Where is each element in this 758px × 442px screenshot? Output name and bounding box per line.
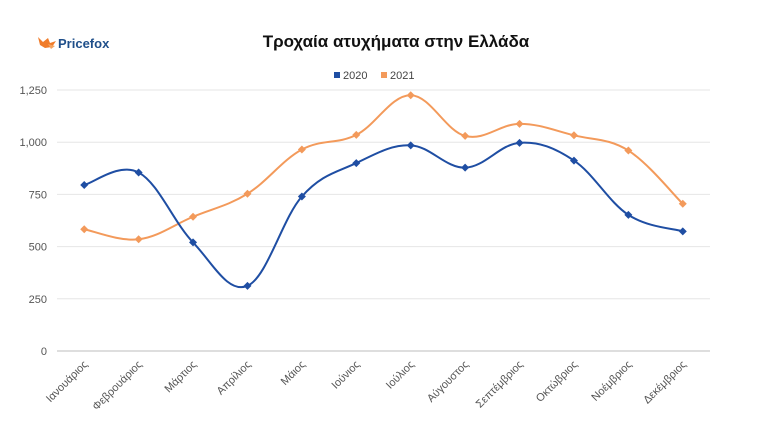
fox-icon <box>38 37 56 49</box>
y-axis: 0 250 500 750 1,000 1,250 <box>19 85 47 358</box>
data-point-2021 <box>243 189 252 198</box>
data-point-2021 <box>189 212 198 221</box>
series-2020 <box>80 138 687 290</box>
pricefox-logo: Pricefox <box>38 36 110 51</box>
data-point-2021 <box>461 131 470 140</box>
y-tick-label: 0 <box>41 346 47 358</box>
data-point-2021 <box>406 91 415 100</box>
data-point-2020 <box>243 281 252 290</box>
data-point-2021 <box>569 131 578 140</box>
x-tick-label: Μάιος <box>279 359 308 388</box>
x-tick-label: Οκτώβριος <box>534 359 580 405</box>
x-tick-label: Νοέμβριος <box>589 359 634 404</box>
legend-item-2021: 2021 <box>381 70 414 82</box>
x-tick-label: Μάρτιος <box>163 359 200 396</box>
x-tick-label: Αύγουστος <box>425 359 471 405</box>
x-tick-label: Δεκέμβριος <box>641 359 689 407</box>
data-point-2021 <box>624 146 633 155</box>
y-tick-label: 250 <box>29 294 47 306</box>
data-point-2021 <box>80 225 89 234</box>
y-tick-label: 750 <box>29 189 47 201</box>
x-axis: Ιανουάριος Φεβρουάριος Μάρτιος Απρίλιος Μάιο… <box>44 359 689 413</box>
data-point-2021 <box>297 145 306 154</box>
data-point-2020 <box>297 192 306 201</box>
x-tick-label: Απρίλιος <box>215 359 254 398</box>
data-point-2021 <box>515 119 524 128</box>
gridlines <box>57 89 710 352</box>
y-tick-label: 1,250 <box>19 85 47 97</box>
x-tick-label: Φεβρουάριος <box>90 359 144 413</box>
y-tick-label: 1,000 <box>19 137 47 149</box>
legend-item-2020: 2020 <box>334 70 367 82</box>
data-point-2020 <box>406 141 415 150</box>
data-point-2020 <box>352 159 361 168</box>
series-2021 <box>80 91 687 244</box>
data-point-2020 <box>515 138 524 147</box>
x-tick-label: Ιανουάριος <box>44 359 90 405</box>
legend-label-2020: 2020 <box>343 70 367 82</box>
data-point-2020 <box>189 238 198 247</box>
data-point-2020 <box>678 227 687 236</box>
legend-swatch-2020 <box>334 72 340 78</box>
x-tick-label: Ιούνιος <box>329 359 362 392</box>
brand-name: Pricefox <box>58 36 110 51</box>
data-point-2020 <box>461 163 470 172</box>
data-point-2021 <box>134 235 143 244</box>
chart-title: Τροχαία ατυχήματα στην Ελλάδα <box>263 32 530 51</box>
data-point-2020 <box>624 210 633 219</box>
series-line-2020 <box>83 141 684 289</box>
x-tick-label: Ιούλιος <box>384 359 417 392</box>
data-point-2020 <box>134 168 143 177</box>
series-layer <box>80 91 687 290</box>
y-tick-label: 500 <box>29 242 47 254</box>
data-point-2020 <box>569 156 578 165</box>
legend-label-2021: 2021 <box>390 70 414 82</box>
data-point-2020 <box>80 181 89 190</box>
data-point-2021 <box>678 199 687 208</box>
x-tick-label: Σεπτέμβριος <box>474 359 526 411</box>
legend-swatch-2021 <box>381 72 387 78</box>
data-point-2021 <box>352 130 361 139</box>
legend: 2020 2021 <box>334 70 414 82</box>
